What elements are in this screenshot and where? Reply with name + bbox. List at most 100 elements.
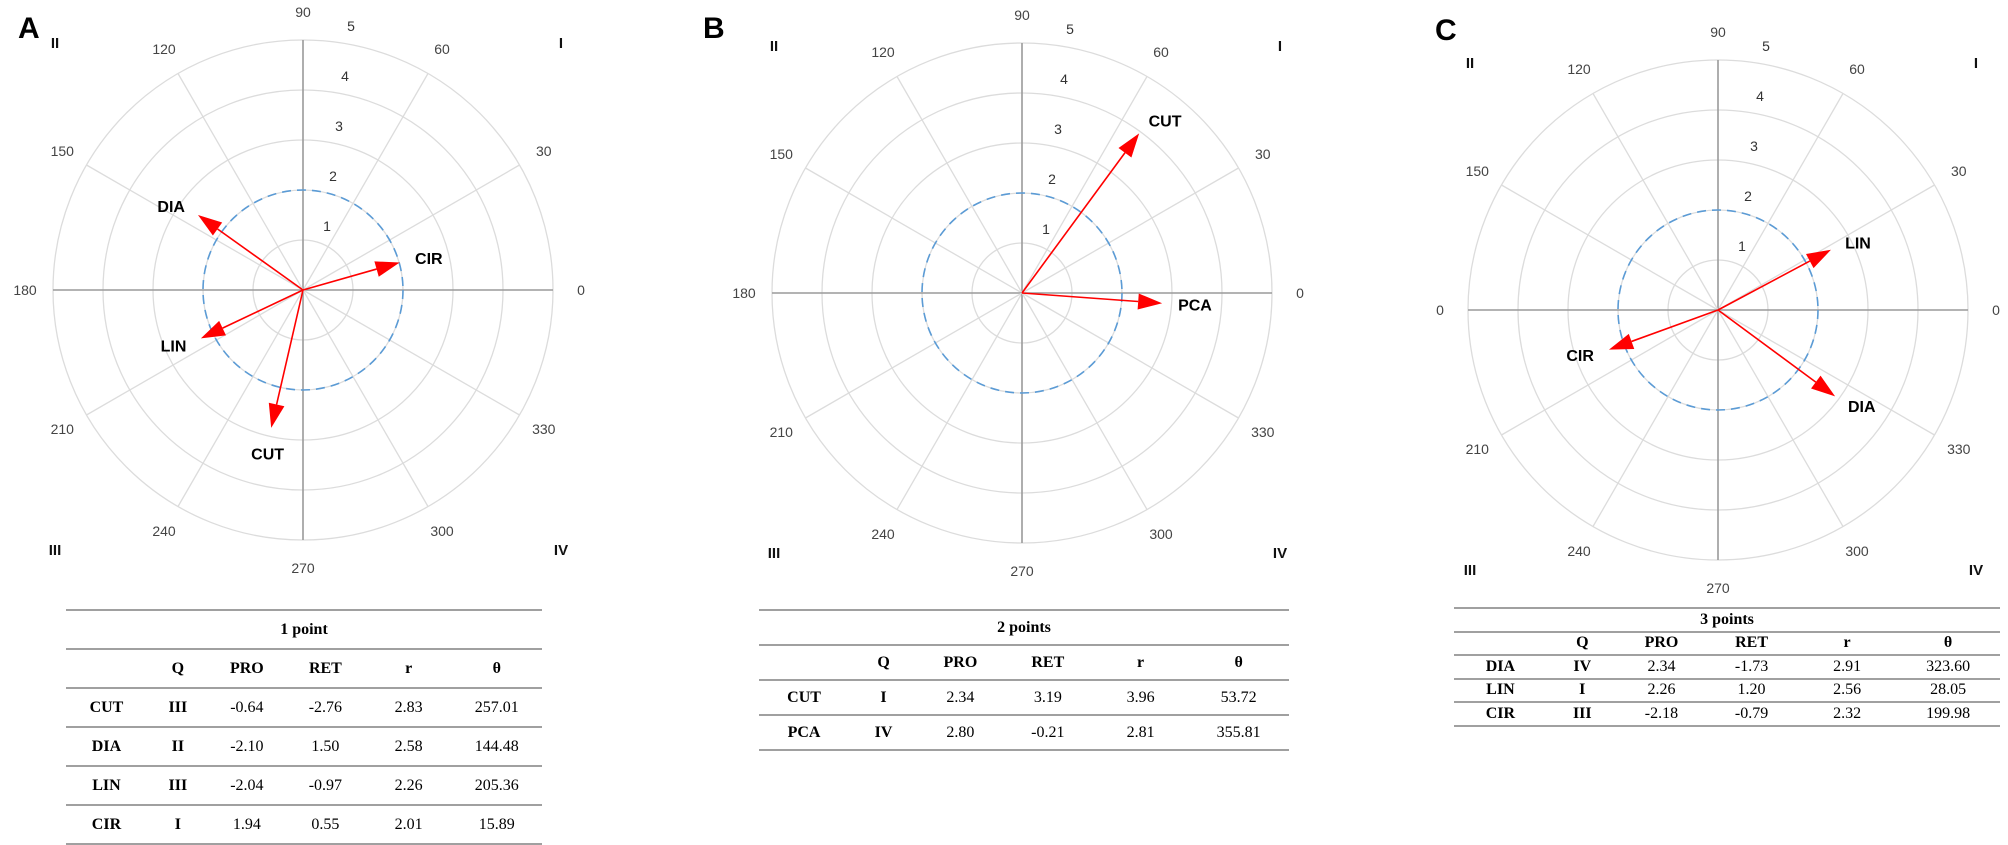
- quadrant-label: III: [49, 542, 62, 559]
- table-header-row: Q PRO RET r θ: [66, 648, 542, 688]
- angle-tick-label: 30: [1951, 163, 1967, 179]
- cell-pro: 2.34: [917, 679, 1003, 715]
- angle-tick-label: 240: [1567, 543, 1591, 559]
- angle-tick-label: 90: [1014, 7, 1030, 23]
- data-table-b: 2 points Q PRO RET r θ CUT I 2.34 3.19 3.96 53.72 PC…: [759, 609, 1289, 751]
- angle-tick-label: 60: [1849, 61, 1865, 77]
- quadrant-label: I: [1278, 38, 1282, 55]
- cell-r: 2.81: [1092, 714, 1189, 751]
- cell-theta: 355.81: [1188, 714, 1289, 751]
- vector-label: CUT: [251, 446, 284, 463]
- angle-tick-label: 0: [1296, 285, 1304, 301]
- data-table-a: 1 point Q PRO RET r θ CUT III -0.64 -2.76 2.83 257.…: [66, 609, 542, 845]
- table-row: CUT I 2.34 3.19 3.96 53.72: [759, 679, 1289, 715]
- angle-tick-label: 240: [871, 526, 895, 542]
- cell-ret: -2.76: [284, 687, 366, 727]
- vector-dia: DIA: [1717, 309, 1876, 416]
- table-header-row: Q PRO RET r θ: [759, 644, 1289, 680]
- grid-spoke: [177, 73, 304, 291]
- angle-tick-label: 0: [1436, 302, 1444, 318]
- vector-dia: DIA: [157, 199, 304, 291]
- cell-ret: -0.97: [284, 765, 366, 805]
- angle-tick-label: 300: [1845, 543, 1869, 559]
- vector-label: CUT: [1149, 113, 1182, 130]
- angle-tick-label: 90: [1710, 24, 1726, 40]
- grid-spoke: [177, 289, 304, 507]
- arrowhead-icon: [198, 215, 223, 236]
- panel-letter: A: [18, 12, 40, 45]
- table-title: 2 points: [759, 609, 1289, 645]
- angle-tick-label: 210: [51, 421, 75, 437]
- grid-spoke: [1021, 292, 1239, 419]
- column-header: [759, 644, 850, 680]
- cell-theta: 199.98: [1896, 701, 2000, 727]
- table-row: PCA IV 2.80 -0.21 2.81 355.81: [759, 714, 1289, 751]
- cell-theta: 28.05: [1896, 677, 2000, 702]
- cell-q: I: [1546, 677, 1618, 702]
- radial-tick-label: 4: [1756, 88, 1764, 104]
- angle-tick-label: 240: [152, 523, 176, 539]
- vector-label: LIN: [1845, 235, 1871, 252]
- radial-tick-label: 4: [341, 68, 349, 84]
- column-header: RET: [1705, 630, 1798, 655]
- angle-tick-label: 270: [291, 560, 315, 576]
- radial-tick-label: 5: [1762, 38, 1770, 54]
- table-row: LIN I 2.26 1.20 2.56 28.05: [1454, 677, 2000, 702]
- vector-line: [1021, 292, 1139, 303]
- grid-spoke: [1501, 184, 1719, 311]
- grid-spoke: [86, 289, 304, 416]
- grid-spoke: [896, 292, 1023, 510]
- vector-lin: LIN: [1717, 235, 1871, 311]
- cell-theta: 323.60: [1896, 654, 2000, 679]
- polar-figure: A030609012015018021024027030033012345III…: [13, 4, 2000, 596]
- cell-r: 2.91: [1797, 654, 1897, 679]
- angle-tick-label: 150: [51, 143, 75, 159]
- cell-r: 2.32: [1797, 701, 1897, 727]
- vector-line: [1021, 152, 1126, 294]
- cell-ret: -1.73: [1705, 654, 1798, 679]
- grid-spoke: [1021, 76, 1148, 294]
- column-header: r: [1797, 630, 1897, 655]
- cell-q: III: [146, 687, 209, 727]
- angle-tick-label: 270: [1706, 580, 1730, 596]
- grid-spoke: [805, 167, 1023, 294]
- grid-spoke: [86, 164, 304, 291]
- vector-label: CIR: [1566, 348, 1594, 365]
- angle-tick-label: 30: [1255, 146, 1271, 162]
- grid-spoke: [1021, 292, 1148, 510]
- cell-pro: 1.94: [208, 804, 285, 845]
- reference-circle: [202, 189, 404, 391]
- radial-tick-label: 1: [323, 218, 331, 234]
- radial-tick-label: 4: [1060, 71, 1068, 87]
- angle-tick-label: 120: [871, 44, 895, 60]
- quadrant-label: III: [768, 545, 781, 562]
- grid-spoke: [1592, 309, 1719, 527]
- cell-theta: 205.36: [451, 765, 542, 805]
- cell-theta: 144.48: [451, 726, 542, 766]
- cell-name: LIN: [66, 765, 147, 805]
- table-row: CIR III -2.18 -0.79 2.32 199.98: [1454, 701, 2000, 727]
- cell-q: I: [146, 804, 209, 845]
- cell-ret: 1.50: [284, 726, 366, 766]
- angle-tick-label: 330: [1251, 424, 1275, 440]
- quadrant-label: IV: [1273, 545, 1287, 562]
- cell-name: CIR: [1454, 701, 1547, 727]
- column-header: Q: [1546, 630, 1618, 655]
- angle-tick-label: 150: [1466, 163, 1490, 179]
- column-header: RET: [284, 648, 366, 688]
- angle-tick-label: 300: [1149, 526, 1173, 542]
- column-header: θ: [1896, 630, 2000, 655]
- angle-tick-label: 90: [295, 4, 311, 20]
- quadrant-label: II: [51, 35, 59, 52]
- angle-tick-label: 60: [1153, 44, 1169, 60]
- cell-name: PCA: [759, 714, 850, 751]
- radial-tick-label: 2: [1744, 188, 1752, 204]
- cell-pro: 2.34: [1617, 654, 1706, 679]
- cell-pro: -2.04: [208, 765, 285, 805]
- angle-tick-label: 60: [434, 41, 450, 57]
- angle-tick-label: 270: [1010, 563, 1034, 579]
- quadrant-label: IV: [1969, 562, 1983, 579]
- grid-spoke: [1717, 309, 1935, 436]
- angle-tick-label: 180: [732, 285, 756, 301]
- arrowhead-icon: [1137, 293, 1163, 310]
